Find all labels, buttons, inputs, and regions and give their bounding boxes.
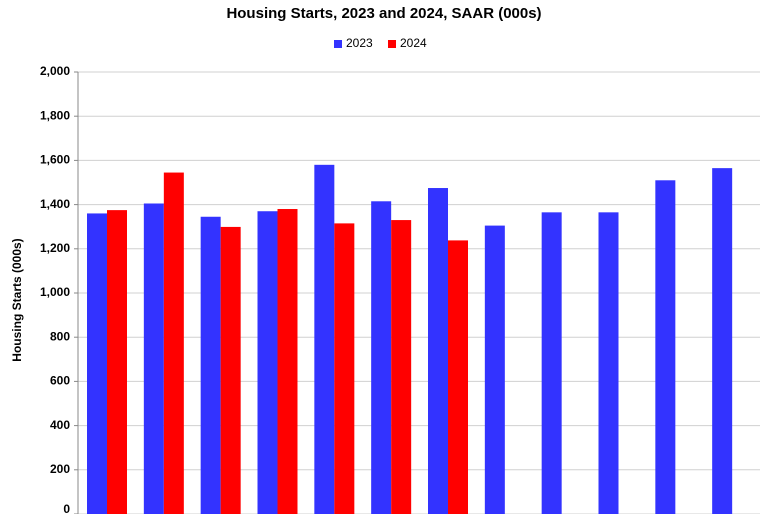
y-tick-label: 1,800 <box>40 108 70 122</box>
bar <box>598 212 619 514</box>
y-tick-label: 2,000 <box>40 64 70 78</box>
y-tick-label: 800 <box>50 329 70 343</box>
legend-label: 2023 <box>346 36 373 50</box>
legend-swatch <box>334 40 342 48</box>
y-tick-label: 600 <box>50 374 70 388</box>
bar <box>541 212 562 514</box>
bar <box>314 164 335 514</box>
bar <box>484 225 505 514</box>
y-axis-label: Housing Starts (000s) <box>10 238 24 361</box>
bar <box>200 216 221 514</box>
y-tick-label: 1,200 <box>40 241 70 255</box>
bar <box>257 211 278 514</box>
bar <box>712 168 733 514</box>
bar <box>655 180 676 514</box>
chart-title: Housing Starts, 2023 and 2024, SAAR (000… <box>226 5 541 22</box>
bar <box>277 209 298 514</box>
y-tick-label: 1,000 <box>40 285 70 299</box>
bar <box>428 188 448 514</box>
bar <box>391 220 412 514</box>
bar <box>371 201 392 514</box>
bar <box>220 226 241 514</box>
y-tick-label: 0 <box>63 502 70 514</box>
bar <box>87 213 107 514</box>
bar <box>334 223 355 514</box>
legend-swatch <box>388 40 396 48</box>
bar <box>143 203 164 514</box>
bar <box>107 210 127 514</box>
y-tick-label: 1,400 <box>40 197 70 211</box>
legend-label: 2024 <box>400 36 427 50</box>
bar <box>448 240 468 514</box>
y-tick-label: 1,600 <box>40 153 70 167</box>
y-tick-label: 400 <box>50 418 70 432</box>
bar <box>163 172 184 514</box>
y-tick-label: 200 <box>50 462 70 476</box>
